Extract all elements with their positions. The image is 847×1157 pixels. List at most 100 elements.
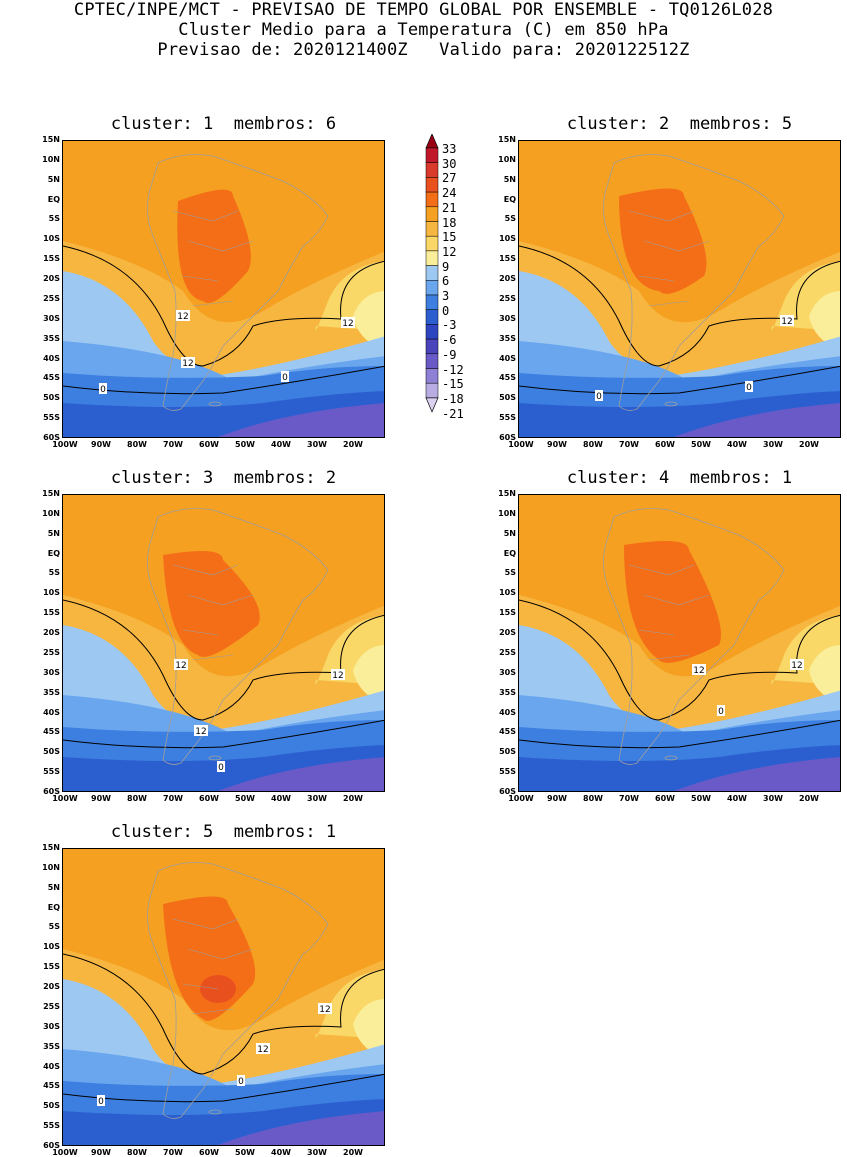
country-borders	[172, 564, 254, 661]
lat-tick-label: 5S	[48, 568, 60, 578]
contour-label-0: 0	[745, 381, 753, 393]
lon-tick-label: 40W	[727, 440, 747, 449]
lat-tick-label: 20S	[499, 274, 516, 284]
lon-tick-label: 20W	[799, 794, 819, 803]
temperature-field: 12 12 0	[519, 495, 840, 791]
country-borders	[628, 210, 710, 307]
lat-tick-label: 15N	[42, 843, 60, 852]
lat-tick-label: 40S	[43, 707, 60, 717]
panel-title: cluster: 2 membros: 5	[566, 114, 793, 134]
colorbar-swatch	[425, 309, 439, 325]
map-plot: 12 0 0	[518, 140, 841, 438]
lon-tick-label: 90W	[91, 794, 111, 803]
contour-12	[63, 953, 384, 1075]
lon-tick-label: 30W	[307, 1148, 327, 1157]
falklands	[208, 755, 222, 761]
lat-tick-label: 50S	[499, 747, 516, 757]
colorbar-swatch	[425, 191, 439, 208]
colorbar-swatch	[425, 280, 439, 296]
lat-tick-label: 15S	[499, 254, 516, 264]
colorbar-swatch	[425, 338, 439, 355]
temperature-field: 12 0 0	[519, 141, 840, 437]
panel-cluster-2: cluster: 2 membros: 5 12 0 0 15N 10N 5N EQ 5S 10…	[498, 114, 841, 449]
lon-tick-label: 80W	[583, 440, 603, 449]
lat-tick-label: 30S	[43, 1021, 60, 1031]
lat-tick-label: 15S	[43, 608, 60, 618]
colorbar-max-arrow	[425, 134, 439, 149]
field-9-east	[809, 645, 840, 705]
svg-text:12: 12	[182, 359, 193, 369]
lat-tick-label: 20S	[43, 274, 60, 284]
lon-tick-label: 90W	[91, 440, 111, 449]
lat-tick-label: 10N	[498, 508, 516, 518]
lat-tick-label: 55S	[43, 413, 60, 423]
lat-tick-label: EQ	[503, 548, 516, 558]
lon-tick-label: 70W	[163, 440, 183, 449]
lat-tick-label: 40S	[499, 353, 516, 363]
contour-label-0: 0	[217, 761, 225, 773]
map-plot: 12 12 0	[518, 494, 841, 792]
colorbar-swatch	[425, 353, 439, 369]
coastline	[603, 154, 785, 411]
svg-text:0: 0	[746, 383, 752, 393]
lat-tick-label: 5N	[47, 174, 60, 184]
colorbar-swatch	[425, 162, 439, 178]
colorbar-scale	[425, 134, 439, 413]
panel-cluster-1: cluster: 1 membros: 6 12 12 12 0 0 15N 10N 5N EQ…	[42, 114, 385, 449]
country-borders	[628, 564, 710, 661]
lat-tick-label: 10S	[499, 588, 516, 598]
contour-label-12: 12	[692, 664, 706, 676]
colorbar-swatch	[425, 368, 439, 384]
lat-tick-label: 25S	[499, 293, 516, 303]
lat-tick-label: 60S	[43, 1141, 60, 1150]
lat-tick-label: 10S	[43, 234, 60, 244]
lat-tick-label: 55S	[499, 413, 516, 423]
falklands	[208, 1109, 222, 1115]
contour-label-12: 12	[176, 310, 190, 322]
lat-tick-label: 15S	[43, 254, 60, 264]
lat-tick-label: 60S	[499, 787, 516, 796]
lon-tick-label: 20W	[799, 440, 819, 449]
colorbar-label: 18	[442, 215, 457, 230]
lon-tick-label: 60W	[199, 794, 219, 803]
lat-tick-label: 15N	[42, 135, 60, 144]
lat-tick-label: 55S	[43, 767, 60, 777]
field-9-east	[353, 291, 384, 351]
panel-title: cluster: 5 membros: 1	[110, 822, 337, 842]
lon-tick-label: 50W	[235, 794, 255, 803]
colorbar-swatch	[425, 324, 439, 340]
lat-tick-label: 10S	[499, 234, 516, 244]
lat-tick-label: 55S	[43, 1121, 60, 1131]
lon-tick-label: 50W	[235, 1148, 255, 1157]
coastline	[147, 508, 329, 765]
lon-tick-label: 40W	[727, 794, 747, 803]
lon-tick-label: 100W	[52, 1148, 78, 1157]
colorbar-label: 24	[442, 186, 457, 201]
lat-tick-label: 35S	[43, 1041, 60, 1051]
lat-tick-label: 5S	[48, 214, 60, 224]
lat-tick-label: 10N	[42, 508, 60, 518]
lat-tick-label: 45S	[499, 727, 516, 737]
lat-tick-label: 30S	[499, 313, 516, 323]
contour-label-12: 12	[341, 317, 355, 329]
field-21	[177, 189, 251, 303]
contour-12	[519, 245, 840, 367]
coastline	[147, 862, 329, 1119]
lat-tick-label: 15S	[499, 608, 516, 618]
lat-tick-label: 15N	[498, 489, 516, 498]
contour-0	[519, 719, 840, 749]
map-plot: 12 12 12 0 0	[62, 140, 385, 438]
contour-0	[63, 719, 384, 749]
svg-text:12: 12	[177, 312, 188, 322]
lon-tick-label: 100W	[508, 794, 534, 803]
lon-tick-label: 40W	[271, 1148, 291, 1157]
colorbar-label: 9	[442, 259, 450, 274]
panel-cluster-4: cluster: 4 membros: 1 12 12 0 15N 10N 5N EQ 5S 1…	[498, 468, 841, 803]
coastline	[147, 154, 329, 411]
lat-tick-label: 20S	[43, 628, 60, 638]
lon-tick-label: 70W	[619, 440, 639, 449]
panel-title: cluster: 1 membros: 6	[110, 114, 337, 134]
colorbar-label: 12	[442, 244, 457, 259]
contour-12	[63, 599, 384, 721]
svg-text:0: 0	[98, 1097, 104, 1107]
